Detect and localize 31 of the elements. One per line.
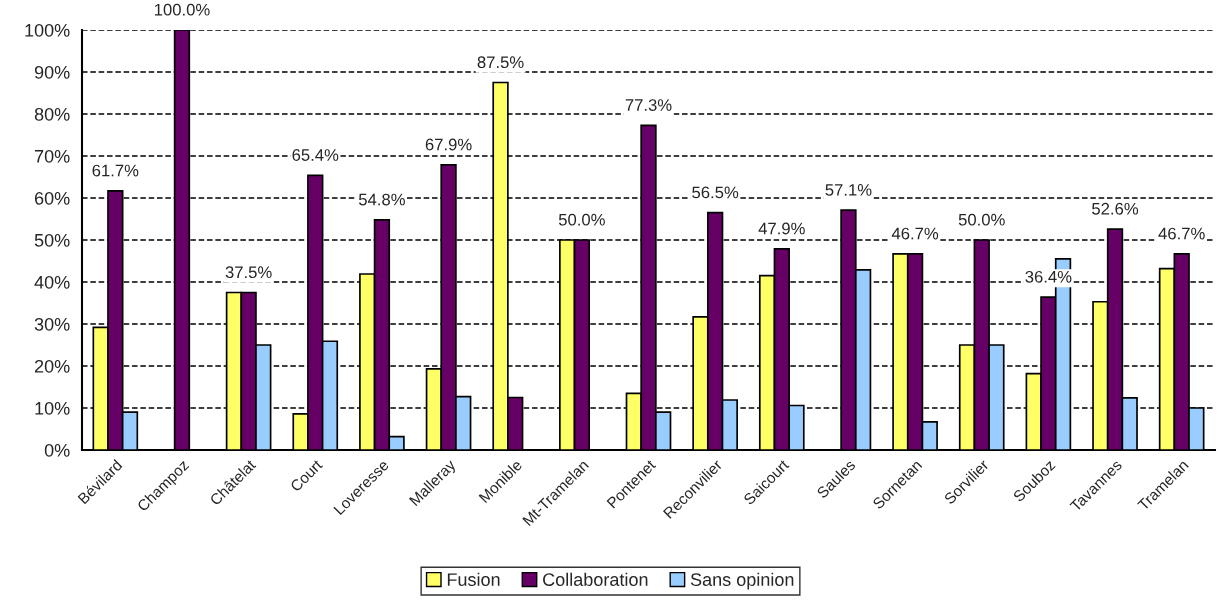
data-label: 52.6%	[1092, 202, 1139, 215]
legend-label: Collaboration	[543, 572, 648, 586]
y-tick-label: 30%	[34, 317, 70, 331]
y-tick-label: 90%	[34, 65, 70, 79]
data-label: 57.1%	[825, 184, 872, 196]
data-label: 46.7%	[1158, 227, 1205, 240]
y-tick-label: 100%	[25, 23, 70, 37]
y-tick-label: 10%	[35, 401, 70, 415]
legend-label: Fusion	[447, 572, 500, 586]
y-tick-label: 60%	[34, 191, 70, 205]
data-label: 54.8%	[358, 193, 405, 206]
data-label: 65.4%	[292, 149, 339, 161]
data-label: 50.0%	[958, 213, 1005, 226]
data-label: 87.5%	[477, 56, 524, 69]
y-tick-label: 20%	[34, 359, 70, 373]
data-label: 37.5%	[225, 266, 272, 279]
data-label: 100.0%	[154, 3, 210, 16]
data-label: 56.5%	[692, 186, 739, 199]
legend-label: Sans opinion	[690, 572, 794, 590]
y-tick-label: 0%	[44, 443, 70, 457]
y-tick-label: 50%	[34, 233, 70, 247]
data-label: 47.9%	[758, 222, 805, 235]
data-label: 61.7%	[92, 164, 139, 177]
data-label: 67.9%	[425, 138, 472, 151]
data-label: 77.3%	[625, 99, 672, 111]
y-tick-label: 80%	[34, 107, 70, 121]
y-tick-label: 40%	[34, 275, 70, 289]
data-label: 50.0%	[558, 213, 605, 226]
data-label: 46.7%	[891, 227, 939, 240]
y-tick-label: 70%	[34, 149, 70, 163]
data-label: 36.4%	[1025, 270, 1072, 283]
